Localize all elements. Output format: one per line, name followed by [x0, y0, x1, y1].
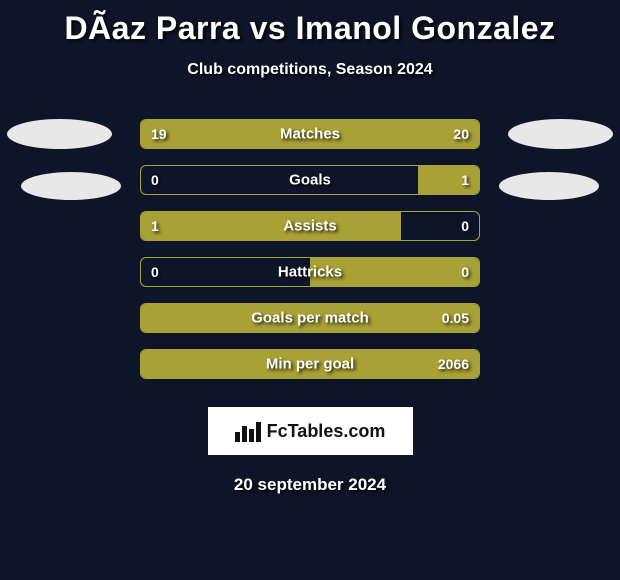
bar-value-left: 0 [151, 172, 159, 188]
bar-label: Goals per match [251, 310, 369, 327]
bar-row: Min per goal 2066 [140, 349, 480, 379]
bar-row: 1 Assists 0 [140, 211, 480, 241]
bars-icon [235, 420, 261, 442]
player-left-ellipse-2 [21, 172, 121, 200]
bar-value-left: 0 [151, 264, 159, 280]
bar-value-left: 1 [151, 218, 159, 234]
bar-value-right: 0 [461, 218, 469, 234]
bar-value-right: 1 [461, 172, 469, 188]
bar-row: 0 Hattricks 0 [140, 257, 480, 287]
date-text: 20 september 2024 [0, 475, 620, 495]
bar-label: Matches [280, 126, 340, 143]
bar-row: Goals per match 0.05 [140, 303, 480, 333]
bar-row: 19 Matches 20 [140, 119, 480, 149]
bar-value-right: 0.05 [442, 310, 469, 326]
bar-value-right: 0 [461, 264, 469, 280]
branding-badge: FcTables.com [208, 407, 413, 455]
bars-container: 19 Matches 20 0 Goals 1 1 Assists 0 0 Hattricks 0 Go… [140, 119, 480, 395]
player-left-ellipse-1 [7, 119, 112, 149]
comparison-chart: 19 Matches 20 0 Goals 1 1 Assists 0 0 Hattricks 0 Go… [0, 119, 620, 399]
bar-label: Min per goal [266, 356, 354, 373]
bar-label: Assists [283, 218, 336, 235]
bar-value-right: 20 [453, 126, 469, 142]
player-right-ellipse-1 [508, 119, 613, 149]
bar-value-left: 19 [151, 126, 167, 142]
bar-fill-right [418, 166, 479, 194]
player-right-ellipse-2 [499, 172, 599, 200]
bar-fill-left [141, 212, 401, 240]
branding-text: FcTables.com [267, 421, 386, 442]
page-title: DÃ­az Parra vs Imanol Gonzalez [0, 0, 620, 47]
bar-row: 0 Goals 1 [140, 165, 480, 195]
subtitle: Club competitions, Season 2024 [0, 61, 620, 79]
bar-value-right: 2066 [438, 356, 469, 372]
bar-label: Hattricks [278, 264, 342, 281]
bar-label: Goals [289, 172, 331, 189]
